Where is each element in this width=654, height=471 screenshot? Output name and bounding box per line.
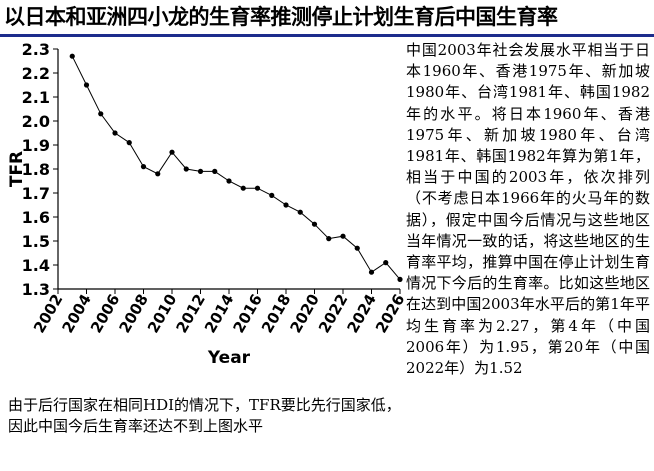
tfr-data-point bbox=[155, 171, 161, 177]
tfr-data-point bbox=[183, 166, 189, 172]
footnote: 由于后行国家在相同HDI的情况下，TFR要比先行国家低，因此中国今后生育率还达不… bbox=[8, 396, 401, 435]
tfr-series-line bbox=[71, 55, 401, 280]
explanation-paragraph: 中国2003年社会发展水平相当于日本1960年、香港1975年、新加坡1980年… bbox=[406, 41, 650, 378]
tfr-data-point bbox=[340, 233, 346, 239]
y-tick-label: 1.9 bbox=[22, 136, 50, 155]
tfr-data-point bbox=[311, 221, 318, 227]
y-tick-label: 2.2 bbox=[22, 64, 50, 83]
tfr-data-point bbox=[326, 236, 332, 242]
y-tick-label: 1.6 bbox=[22, 208, 50, 227]
tfr-data-point bbox=[98, 111, 104, 117]
title-divider bbox=[0, 34, 654, 37]
tfr-data-point bbox=[254, 185, 261, 191]
tfr-data-point bbox=[297, 209, 303, 215]
tfr-data-point bbox=[240, 185, 246, 191]
y-tick-label: 2.1 bbox=[22, 88, 50, 107]
x-tick-label: 2026 bbox=[372, 291, 404, 336]
tfr-data-point bbox=[112, 130, 118, 136]
tfr-data-point bbox=[226, 178, 232, 184]
tfr-data-point bbox=[354, 245, 360, 251]
tfr-data-point bbox=[383, 260, 389, 266]
y-tick-label: 2.0 bbox=[22, 112, 50, 131]
y-tick-label: 1.7 bbox=[22, 184, 50, 203]
y-tick-label: 2.3 bbox=[22, 40, 50, 59]
tfr-line-chart: 2.32.22.12.01.91.81.71.61.51.41.32002200… bbox=[7, 40, 404, 368]
tfr-data-point bbox=[126, 140, 132, 146]
tfr-data-point bbox=[140, 164, 147, 170]
tfr-data-point bbox=[69, 53, 75, 59]
tfr-data-point bbox=[83, 82, 90, 88]
page-title: 以日本和亚洲四小龙的生育率推测停止计划生育后中国生育率 bbox=[4, 5, 558, 29]
tfr-data-point bbox=[397, 276, 403, 282]
plot-area: 2.32.22.12.01.91.81.71.61.51.41.32002200… bbox=[7, 40, 404, 368]
tfr-data-point bbox=[169, 149, 175, 155]
tfr-data-point bbox=[283, 202, 289, 208]
y-tick-label: 1.8 bbox=[22, 160, 50, 179]
tfr-data-point bbox=[269, 192, 275, 198]
tfr-data-point bbox=[368, 269, 375, 275]
x-axis-title: Year bbox=[207, 348, 251, 368]
y-tick-label: 1.4 bbox=[22, 256, 50, 275]
tfr-data-point bbox=[212, 168, 218, 174]
y-axis-title: TFR bbox=[7, 151, 27, 187]
y-tick-label: 1.5 bbox=[22, 232, 50, 251]
tfr-data-point bbox=[197, 168, 204, 174]
y-tick-label: 1.3 bbox=[22, 280, 50, 299]
